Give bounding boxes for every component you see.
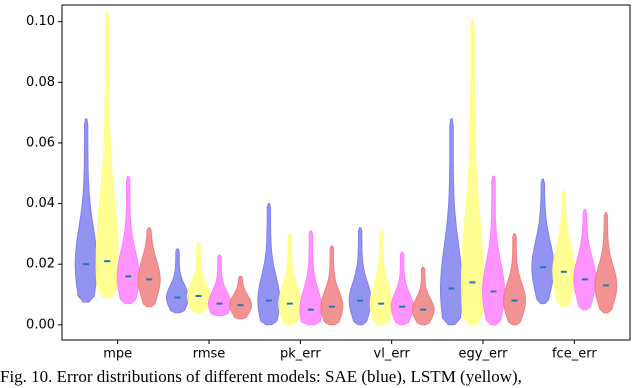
- y-tick-label: 0.10: [26, 14, 55, 29]
- x-tick-label: mpe: [103, 347, 132, 362]
- violin-body: [116, 175, 140, 305]
- violin-body: [137, 227, 161, 308]
- violin-body: [299, 230, 323, 326]
- violin-body: [531, 178, 555, 305]
- violin-body: [552, 190, 576, 308]
- violin-body: [573, 209, 597, 311]
- violin-body: [460, 18, 485, 326]
- x-tick-label: pk_err: [280, 347, 321, 362]
- violin-body: [186, 242, 211, 314]
- y-tick-label: 0.06: [26, 135, 55, 150]
- violin-body: [439, 118, 464, 326]
- violin-body: [369, 230, 393, 326]
- x-tick-label: fce_err: [552, 347, 597, 362]
- violin-body: [207, 254, 232, 317]
- caption: Fig. 10. Error distributions of differen…: [0, 367, 522, 386]
- violin-body: [229, 275, 252, 320]
- violin-body: [348, 227, 372, 326]
- violin-body: [481, 175, 506, 326]
- x-tick-label: vl_err: [374, 347, 411, 362]
- violin-body: [320, 245, 344, 326]
- violin-body: [257, 203, 281, 326]
- x-tick-label: rmse: [193, 347, 226, 362]
- violin-body: [411, 266, 435, 326]
- y-tick-label: 0.00: [26, 317, 55, 332]
- y-tick-label: 0.08: [26, 75, 55, 90]
- violin-body: [165, 248, 190, 314]
- plot-frame: [61, 4, 631, 341]
- y-tick-label: 0.02: [26, 257, 55, 272]
- violin-body: [95, 12, 119, 299]
- y-tick-label: 0.04: [26, 196, 55, 211]
- violin-body: [594, 212, 618, 314]
- violin-body: [502, 233, 527, 326]
- violin-body: [390, 251, 414, 326]
- violin-body: [74, 118, 98, 303]
- violin-body: [278, 233, 302, 326]
- x-tick-label: egy_err: [459, 347, 509, 362]
